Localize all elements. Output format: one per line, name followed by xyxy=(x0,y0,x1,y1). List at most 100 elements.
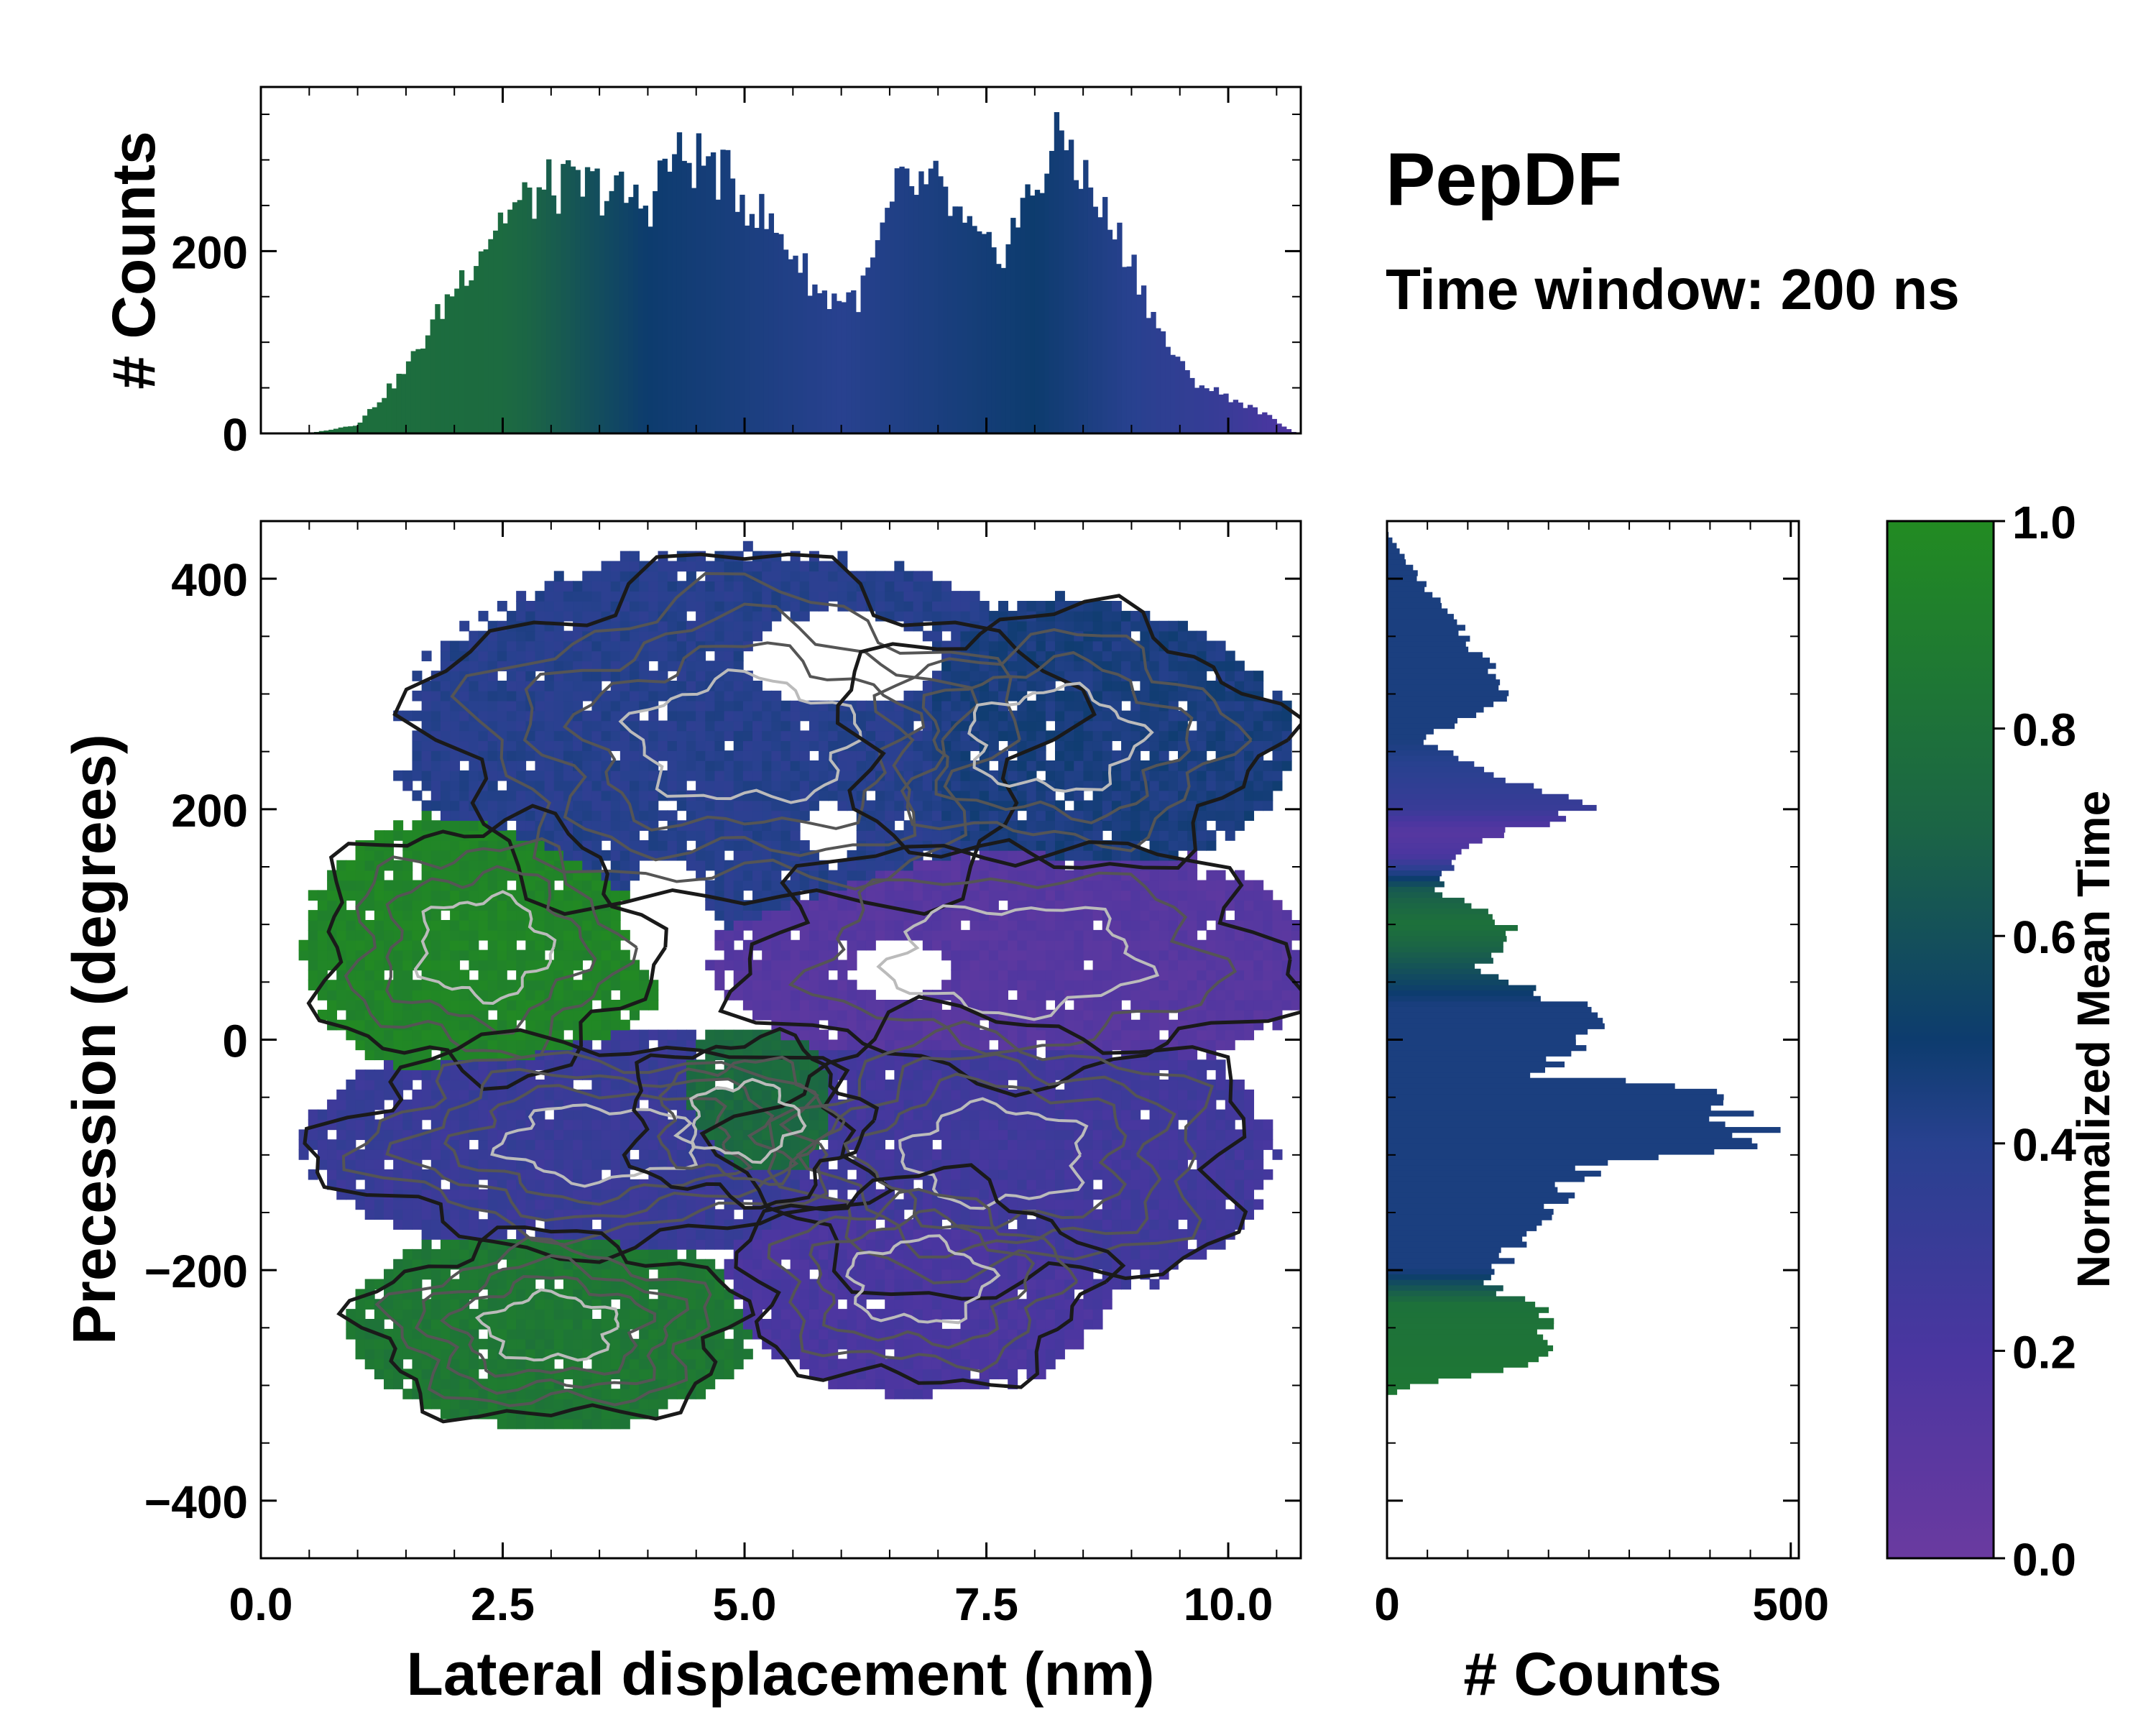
heatmap-cell xyxy=(544,1328,555,1340)
top-histogram-bar xyxy=(367,409,373,433)
heatmap-cell xyxy=(507,939,517,951)
heatmap-cell xyxy=(619,1119,630,1131)
heatmap-cell xyxy=(894,610,905,622)
heatmap-cell xyxy=(563,630,573,642)
heatmap-cell xyxy=(799,1070,810,1080)
heatmap-cell xyxy=(469,760,479,771)
heatmap-cell xyxy=(516,820,527,831)
heatmap-cell xyxy=(619,571,630,582)
heatmap-cell xyxy=(591,790,602,801)
heatmap-cell xyxy=(922,1139,933,1150)
heatmap-cell xyxy=(516,720,527,732)
heatmap-cell xyxy=(487,1189,498,1200)
heatmap-cell xyxy=(610,700,621,712)
heatmap-cell xyxy=(384,920,394,931)
heatmap-cell xyxy=(553,800,564,811)
heatmap-cell xyxy=(544,1418,555,1430)
heatmap-cell xyxy=(913,1259,923,1270)
heatmap-cell xyxy=(894,1019,905,1031)
top-histogram-bar xyxy=(715,199,721,433)
heatmap-cell xyxy=(742,810,753,822)
heatmap-cell xyxy=(525,1418,536,1430)
heatmap-cell xyxy=(894,1358,905,1370)
heatmap-cell xyxy=(364,900,375,911)
heatmap-cell xyxy=(696,710,706,722)
heatmap-cell xyxy=(553,1019,564,1031)
heatmap-cell xyxy=(780,601,791,612)
heatmap-cell xyxy=(553,1089,564,1100)
heatmap-cell xyxy=(630,760,640,771)
heatmap-cell xyxy=(535,949,545,961)
heatmap-cell xyxy=(478,1248,489,1260)
heatmap-cell xyxy=(922,1179,933,1190)
heatmap-cell xyxy=(402,830,413,841)
heatmap-cell xyxy=(440,710,451,722)
heatmap-cell xyxy=(487,1338,498,1350)
top-histogram-bar xyxy=(701,165,706,433)
heatmap-cell xyxy=(799,710,810,722)
heatmap-cell xyxy=(913,700,923,712)
heatmap-cell xyxy=(724,1070,734,1080)
heatmap-cell xyxy=(450,970,461,981)
heatmap-cell xyxy=(317,900,328,911)
heatmap-cell xyxy=(799,929,810,941)
heatmap-cell xyxy=(582,710,593,722)
heatmap-cell xyxy=(875,720,885,732)
heatmap-cell xyxy=(497,960,507,971)
heatmap-cell xyxy=(828,1309,839,1320)
heatmap-cell xyxy=(610,630,621,642)
heatmap-cell xyxy=(516,690,527,702)
heatmap-cell xyxy=(544,1199,555,1210)
heatmap-cell xyxy=(573,1358,584,1370)
heatmap-cell xyxy=(469,939,479,951)
heatmap-cell xyxy=(686,1169,696,1180)
heatmap-cell xyxy=(686,1070,696,1080)
heatmap-cell xyxy=(875,830,885,841)
heatmap-cell xyxy=(696,1348,706,1360)
heatmap-cell xyxy=(364,870,375,881)
heatmap-cell xyxy=(780,1070,791,1080)
top-histogram-frame xyxy=(259,86,1302,435)
heatmap-cell xyxy=(847,1109,857,1121)
heatmap-cell xyxy=(516,850,527,861)
heatmap-cell xyxy=(619,1059,630,1070)
heatmap-cell xyxy=(931,939,942,951)
heatmap-cell xyxy=(648,690,659,702)
heatmap-cell xyxy=(591,810,602,822)
heatmap-cell xyxy=(553,601,564,612)
heatmap-cell xyxy=(364,1199,375,1210)
heatmap-cell xyxy=(336,1129,347,1141)
heatmap-cell xyxy=(591,1389,602,1399)
heatmap-cell xyxy=(742,581,753,592)
heatmap-cell xyxy=(440,800,451,811)
heatmap-cell xyxy=(856,1019,867,1031)
heatmap-cell xyxy=(402,1149,413,1160)
heatmap-cell xyxy=(553,830,564,841)
heatmap-cell xyxy=(733,591,744,602)
heatmap-cell xyxy=(780,790,791,801)
heatmap-cell xyxy=(780,980,791,990)
heatmap-cell xyxy=(459,810,470,822)
heatmap-cell xyxy=(837,730,848,742)
heatmap-cell xyxy=(705,710,716,722)
heatmap-cell xyxy=(308,949,318,961)
heatmap-cell xyxy=(790,1259,801,1270)
heatmap-cell xyxy=(374,1348,384,1360)
heatmap-cell xyxy=(374,830,384,841)
heatmap-cell xyxy=(828,1379,839,1389)
heatmap-cell xyxy=(714,561,725,572)
heatmap-cell xyxy=(894,1269,905,1280)
heatmap-cell xyxy=(913,1119,923,1131)
heatmap-cell xyxy=(440,1080,451,1090)
top-histogram-bar xyxy=(318,431,325,433)
heatmap-cell xyxy=(440,1328,451,1340)
heatmap-cell xyxy=(402,949,413,961)
heatmap-cell xyxy=(535,760,545,771)
heatmap-cell xyxy=(819,581,829,592)
heatmap-cell xyxy=(497,1009,507,1021)
heatmap-cell xyxy=(591,1319,602,1330)
heatmap-cell xyxy=(865,750,876,761)
heatmap-cell xyxy=(752,870,763,881)
heatmap-cell xyxy=(865,1019,876,1031)
heatmap-cell xyxy=(819,1109,829,1121)
